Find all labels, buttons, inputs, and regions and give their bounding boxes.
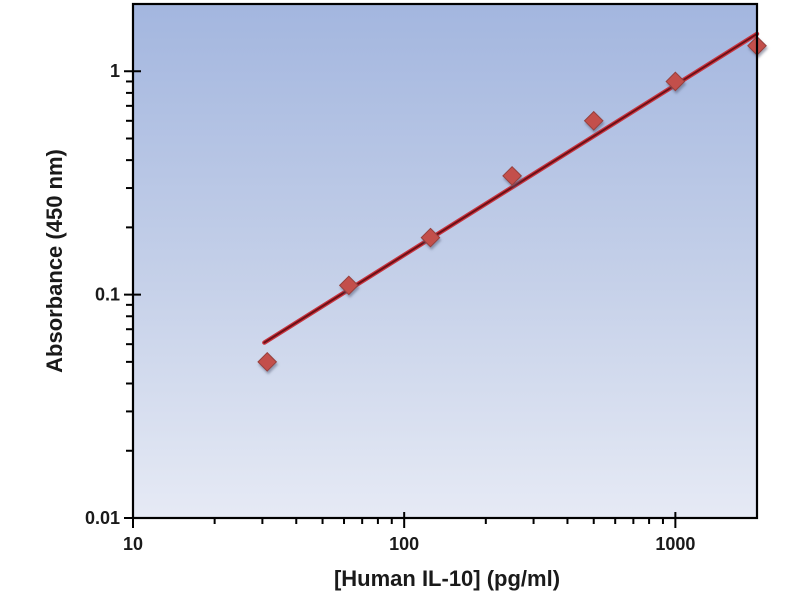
y-axis-title: Absorbance (450 nm) xyxy=(42,149,67,373)
plot-border xyxy=(131,2,759,520)
y-tick-label: 0.01 xyxy=(85,508,120,528)
data-point-diamond xyxy=(665,71,686,92)
x-tick-labels: 10 100 1000 xyxy=(123,534,695,554)
y-tick-label: 0.1 xyxy=(95,285,120,305)
y-tick-label: 1 xyxy=(110,61,120,81)
x-tick-label: 10 xyxy=(123,534,143,554)
data-point-diamond xyxy=(420,227,441,248)
data-point-diamond xyxy=(502,165,523,186)
x-tick-label: 100 xyxy=(389,534,419,554)
plot-area-background xyxy=(133,4,757,518)
data-point-diamond xyxy=(257,351,278,372)
x-axis-title: [Human IL-10] (pg/ml) xyxy=(334,566,560,591)
y-tick-labels: 1 0.1 0.01 xyxy=(85,61,120,528)
data-point-diamond xyxy=(583,110,604,131)
data-point-diamond xyxy=(338,275,359,296)
x-tick-label: 1000 xyxy=(655,534,695,554)
